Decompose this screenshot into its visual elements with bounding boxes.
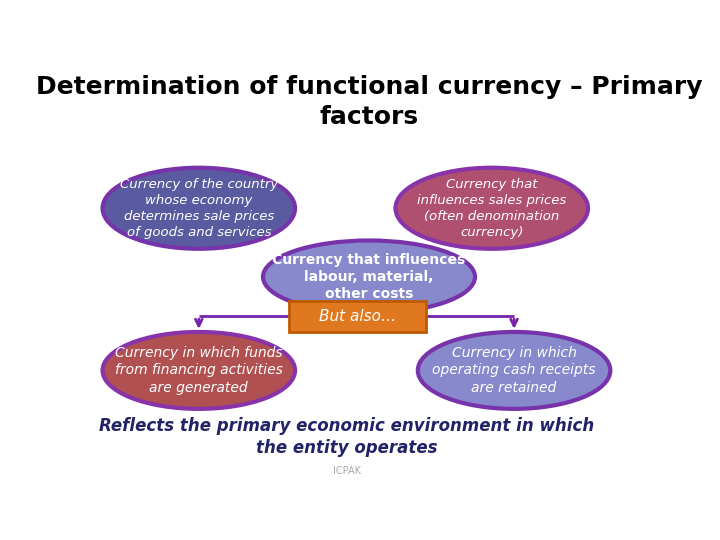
Text: Currency in which funds
from financing activities
are generated: Currency in which funds from financing a…: [115, 346, 283, 395]
Text: Currency that
influences sales prices
(often denomination
currency): Currency that influences sales prices (o…: [417, 178, 567, 239]
Text: But also…: But also…: [319, 309, 397, 324]
Text: Currency of the country
whose economy
determines sale prices
of goods and servic: Currency of the country whose economy de…: [120, 178, 278, 239]
Text: Determination of functional currency – Primary
factors: Determination of functional currency – P…: [36, 75, 702, 129]
Ellipse shape: [263, 240, 475, 313]
Text: Currency in which
operating cash receipts
are retained: Currency in which operating cash receipt…: [432, 346, 596, 395]
Ellipse shape: [418, 332, 611, 409]
Ellipse shape: [395, 168, 588, 249]
FancyBboxPatch shape: [289, 301, 426, 332]
Text: Reflects the primary economic environment in which
the entity operates: Reflects the primary economic environmen…: [99, 417, 594, 457]
Text: Currency that influences
labour, material,
other costs: Currency that influences labour, materia…: [272, 253, 466, 301]
Ellipse shape: [102, 332, 295, 409]
Ellipse shape: [102, 168, 295, 249]
Text: ICPAK: ICPAK: [333, 467, 361, 476]
